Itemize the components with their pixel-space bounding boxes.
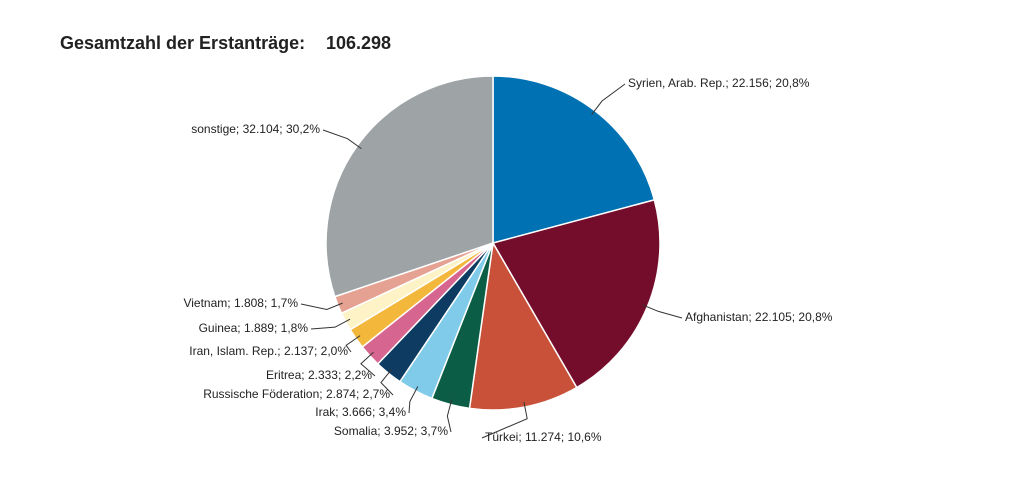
leader-line xyxy=(345,335,361,353)
leader-line xyxy=(591,83,626,115)
leader-line xyxy=(322,129,362,150)
data-label: Türkei; 11.274; 10,6% xyxy=(485,430,602,444)
data-label: sonstige; 32.104; 30,2% xyxy=(191,122,320,136)
data-label: Afghanistan; 22.105; 20,8% xyxy=(685,310,833,324)
leader-line xyxy=(642,304,683,319)
leader-line xyxy=(481,401,528,439)
leader-line xyxy=(300,302,343,310)
leader-line xyxy=(446,399,453,433)
data-label: Eritrea; 2.333; 2,2% xyxy=(266,368,372,382)
data-label: Vietnam; 1.808; 1,7% xyxy=(183,296,298,310)
data-label: Russische Föderation; 2.874; 2,7% xyxy=(203,387,390,401)
data-label: Irak; 3.666; 3,4% xyxy=(315,405,406,419)
leader-line xyxy=(408,386,419,414)
data-label: Guinea; 1.889; 1,8% xyxy=(199,321,309,335)
data-label: Somalia; 3.952; 3,7% xyxy=(334,424,448,438)
chart-total: 106.298 xyxy=(326,33,391,53)
data-label: Syrien, Arab. Rep.; 22.156; 20,8% xyxy=(628,76,810,90)
leader-line xyxy=(310,318,351,330)
chart-title: Gesamtzahl der Erstanträge: xyxy=(60,33,305,53)
leader-line xyxy=(360,351,376,377)
leader-line xyxy=(380,369,394,396)
data-label: Iran, Islam. Rep.; 2.137; 2,0% xyxy=(189,344,348,358)
